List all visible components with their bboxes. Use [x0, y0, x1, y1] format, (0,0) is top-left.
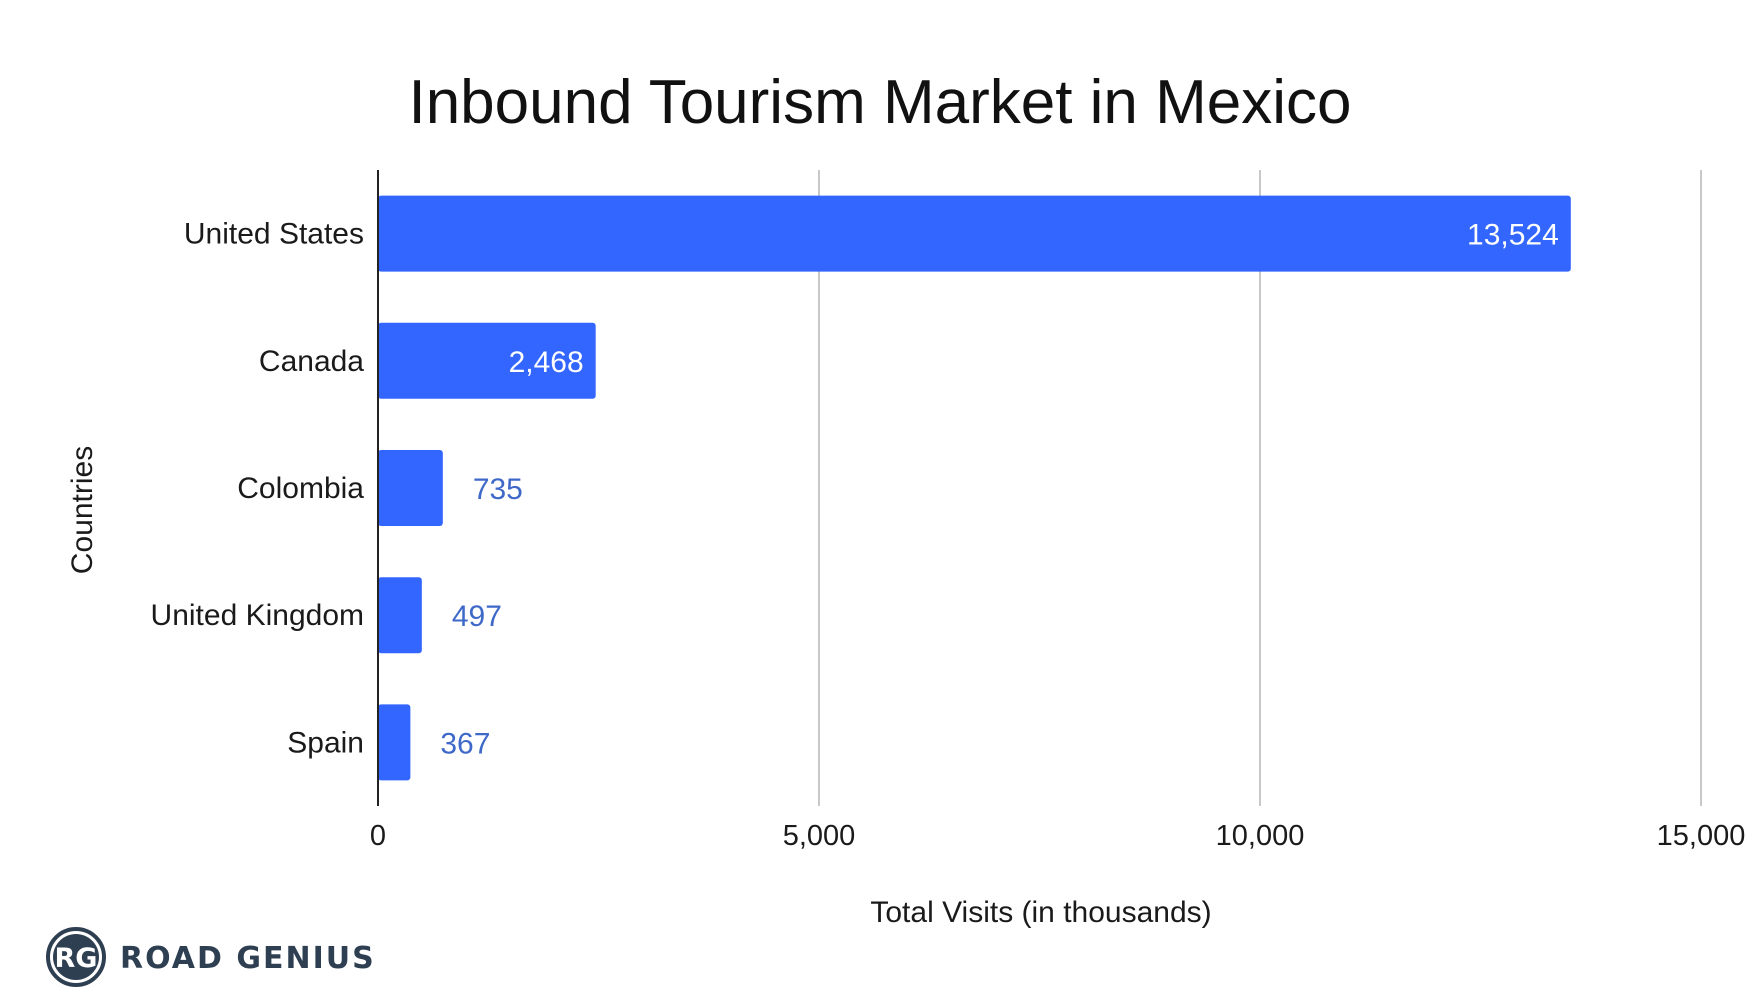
bar [378, 450, 443, 526]
category-label: Spain [287, 726, 364, 759]
value-label: 13,524 [1467, 219, 1559, 252]
bar [378, 704, 411, 781]
gridlines [818, 170, 1702, 806]
bar [378, 322, 596, 399]
value-labels: 13,524 2,468 735 497 367 [440, 219, 1558, 761]
road-genius-logo: RG ROAD GENIUS [46, 927, 376, 987]
y-axis-title: Countries [66, 446, 99, 574]
x-tick-label: 5,000 [783, 820, 856, 852]
category-labels: United States Canada Colombia United Kingdo… [151, 218, 365, 760]
value-label: 367 [440, 727, 490, 760]
x-tick-labels: 0 5,000 10,000 15,000 [370, 820, 1745, 852]
logo-monogram: RG [55, 943, 98, 974]
x-tick-label: 10,000 [1216, 820, 1305, 852]
value-label: 735 [473, 473, 523, 506]
logo-wordmark: ROAD GENIUS [120, 941, 376, 976]
bar [378, 577, 422, 654]
logo-badge-inner [53, 934, 99, 980]
bar [378, 195, 1571, 272]
category-label: Canada [259, 345, 364, 378]
x-axis-title: Total Visits (in thousands) [870, 896, 1211, 929]
bars [378, 195, 1571, 781]
value-label: 497 [452, 600, 502, 633]
category-label: United States [184, 218, 364, 251]
chart-title: Inbound Tourism Market in Mexico [408, 68, 1351, 137]
x-tick-label: 0 [370, 820, 386, 852]
category-label: United Kingdom [151, 599, 364, 632]
category-label: Colombia [237, 472, 364, 505]
x-tick-label: 15,000 [1657, 820, 1746, 852]
value-label: 2,468 [509, 346, 584, 379]
